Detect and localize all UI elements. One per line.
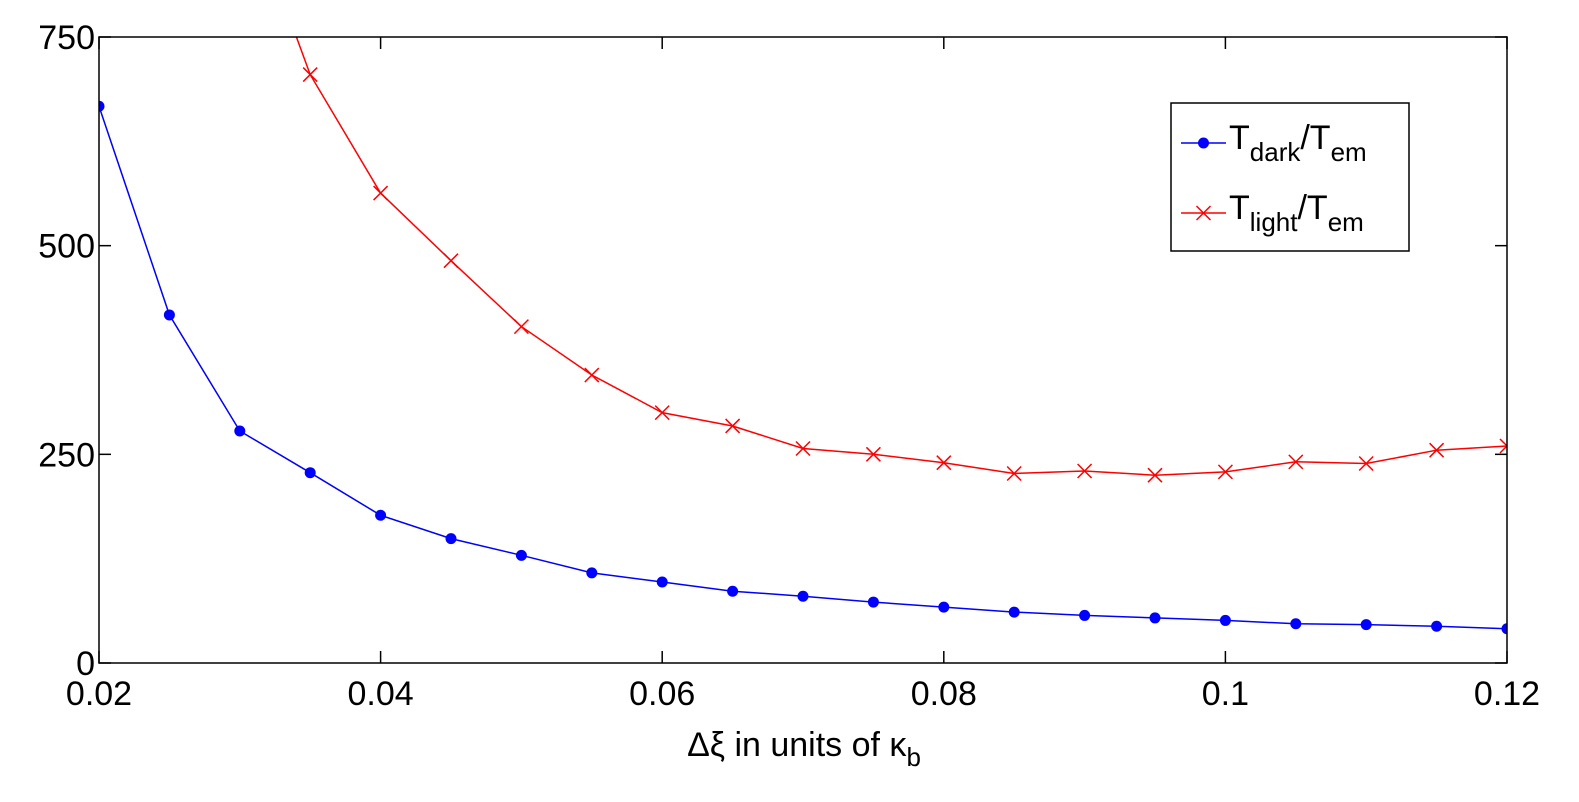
tick-labels-layer: 0.02 0.04 0.06 0.08 0.1 0.12 0 250 500 750 xyxy=(38,19,1540,713)
y-tick-label: 500 xyxy=(38,228,95,266)
data-point xyxy=(584,367,600,383)
legend[interactable]: Tdark/Tem Tlight/Tem xyxy=(1170,102,1410,252)
data-point xyxy=(99,100,105,112)
data-point xyxy=(795,440,811,457)
data-point xyxy=(445,533,457,545)
data-point xyxy=(654,405,670,421)
legend-label: Tdark/Tem xyxy=(1229,119,1367,167)
data-point xyxy=(1431,620,1443,632)
data-point xyxy=(1149,612,1161,624)
legend-box xyxy=(1170,102,1410,252)
data-point xyxy=(302,67,318,83)
legend-entry-0: Tdark/Tem xyxy=(1181,119,1367,167)
x-axis-label: Δξ in units of κb xyxy=(687,726,921,772)
plot-frame xyxy=(98,36,1508,664)
data-point xyxy=(936,455,952,471)
data-point xyxy=(1499,438,1507,454)
data-point xyxy=(1360,619,1372,631)
ticks-layer xyxy=(98,36,1508,664)
data-point xyxy=(656,576,668,588)
data-point xyxy=(1358,455,1374,472)
data-point xyxy=(515,549,527,561)
legend-marker-dot xyxy=(1198,137,1209,149)
series-layer xyxy=(99,37,1507,635)
data-point xyxy=(865,446,881,462)
data-point xyxy=(1219,614,1231,626)
data-point xyxy=(1288,454,1304,470)
data-point xyxy=(163,309,175,321)
data-point xyxy=(373,185,389,201)
x-axis-label-sub: b xyxy=(906,742,920,772)
data-point xyxy=(867,596,879,608)
data-point xyxy=(1006,466,1022,482)
data-point xyxy=(1077,463,1093,479)
legend-entries: Tdark/Tem Tlight/Tem xyxy=(1181,119,1367,237)
legend-entry-1: Tlight/Tem xyxy=(1181,189,1364,237)
data-point xyxy=(443,253,459,269)
legend-marker-x xyxy=(1195,205,1212,221)
y-tick-label: 0 xyxy=(76,645,95,683)
data-point xyxy=(375,509,387,521)
data-point xyxy=(1290,618,1302,630)
data-point xyxy=(304,467,316,479)
data-point xyxy=(586,567,598,579)
x-tick-label: 0.02 xyxy=(66,675,132,713)
x-tick-label: 0.06 xyxy=(629,675,695,713)
data-point xyxy=(938,601,950,613)
x-tick-label: 0.04 xyxy=(348,675,414,713)
data-point xyxy=(1147,467,1163,483)
data-point xyxy=(797,590,809,602)
data-point xyxy=(1501,623,1507,635)
data-point xyxy=(1079,609,1091,621)
data-point xyxy=(725,418,741,434)
data-point xyxy=(1429,442,1445,458)
y-tick-label: 750 xyxy=(38,19,95,57)
y-tick-label: 250 xyxy=(38,436,95,474)
legend-label: Tlight/Tem xyxy=(1229,189,1364,237)
x-tick-label: 0.1 xyxy=(1202,675,1249,713)
data-point xyxy=(1217,464,1233,480)
x-tick-label: 0.08 xyxy=(911,675,977,713)
data-point xyxy=(1008,606,1020,618)
data-point xyxy=(727,585,739,597)
data-point xyxy=(234,425,246,437)
x-tick-label: 0.12 xyxy=(1474,675,1540,713)
data-point xyxy=(513,319,529,335)
x-axis-label-main: Δξ in units of κ xyxy=(687,726,907,764)
